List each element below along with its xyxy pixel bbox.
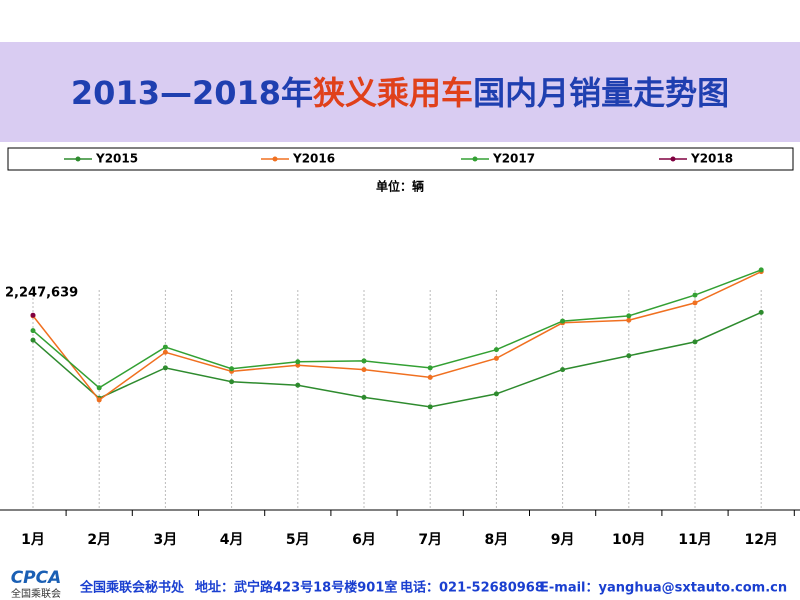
logo: CPCA xyxy=(11,568,62,588)
legend-label: Y2015 xyxy=(95,152,138,166)
data-point xyxy=(361,394,367,400)
footer xyxy=(0,566,800,600)
logo-sub: 全国乘联会 xyxy=(11,587,61,600)
data-point xyxy=(361,358,367,364)
title-part: 2013—2018年 xyxy=(71,74,313,112)
title-part: 狭义乘用车 xyxy=(313,74,473,112)
x-tick-label: 2月 xyxy=(87,532,111,548)
x-tick-label: 10月 xyxy=(612,532,645,548)
data-point xyxy=(229,379,235,385)
data-point xyxy=(96,397,102,403)
footer-email: E-mail：yanghua@sxtauto.com.cn xyxy=(540,581,787,596)
data-point xyxy=(493,355,499,361)
data-point xyxy=(30,337,36,343)
data-point xyxy=(162,349,168,355)
x-tick-label: 7月 xyxy=(418,532,442,548)
legend-label: Y2016 xyxy=(292,152,335,166)
data-point xyxy=(427,404,433,410)
footer-address: 地址：武宁路423号18号楼901室 xyxy=(195,580,397,596)
x-tick-label: 3月 xyxy=(154,532,178,548)
data-label: 2,247,639 xyxy=(5,286,78,301)
data-point xyxy=(626,353,632,359)
data-point xyxy=(692,300,698,306)
data-point xyxy=(758,309,764,315)
data-point xyxy=(162,365,168,371)
chart-title: 2013—2018年狭义乘用车国内月销量走势图 xyxy=(71,74,729,112)
legend-label: Y2017 xyxy=(492,152,535,166)
data-point xyxy=(30,312,36,318)
data-point xyxy=(758,267,764,273)
data-point xyxy=(30,328,36,334)
unit-label: 单位：辆 xyxy=(376,179,424,194)
data-point xyxy=(96,385,102,391)
x-tick-label: 5月 xyxy=(286,532,310,548)
x-tick-label: 1月 xyxy=(21,532,45,548)
footer-phone: 电话：021-52680968 xyxy=(400,580,544,596)
title-part: 国内月销量走势图 xyxy=(473,74,729,112)
data-point xyxy=(295,359,301,365)
x-tick-label: 9月 xyxy=(551,532,575,548)
x-tick-label: 11月 xyxy=(678,532,711,548)
data-point xyxy=(692,292,698,298)
data-point xyxy=(560,318,566,324)
series-line xyxy=(32,269,762,389)
data-point xyxy=(626,313,632,319)
title-band xyxy=(0,42,800,142)
legend-marker xyxy=(472,156,478,162)
data-point xyxy=(427,374,433,380)
data-point xyxy=(560,367,566,373)
x-tick-label: 8月 xyxy=(485,532,509,548)
data-point xyxy=(361,367,367,373)
series-line xyxy=(32,311,762,408)
x-tick-label: 12月 xyxy=(744,532,777,548)
data-point xyxy=(295,362,301,368)
legend-marker xyxy=(272,156,278,162)
data-point xyxy=(692,339,698,345)
data-point xyxy=(427,365,433,371)
data-point xyxy=(295,382,301,388)
x-tick-label: 6月 xyxy=(352,532,376,548)
series-line xyxy=(32,270,762,401)
data-point xyxy=(162,344,168,350)
data-point xyxy=(229,366,235,372)
footer-org: 全国乘联会秘书处 xyxy=(79,580,185,596)
data-point xyxy=(493,347,499,353)
legend-label: Y2018 xyxy=(690,152,733,166)
data-point xyxy=(493,391,499,397)
x-tick-label: 4月 xyxy=(220,532,244,548)
legend-marker xyxy=(670,156,676,162)
data-point xyxy=(626,317,632,323)
legend-box xyxy=(7,147,794,171)
legend-marker xyxy=(75,156,81,162)
